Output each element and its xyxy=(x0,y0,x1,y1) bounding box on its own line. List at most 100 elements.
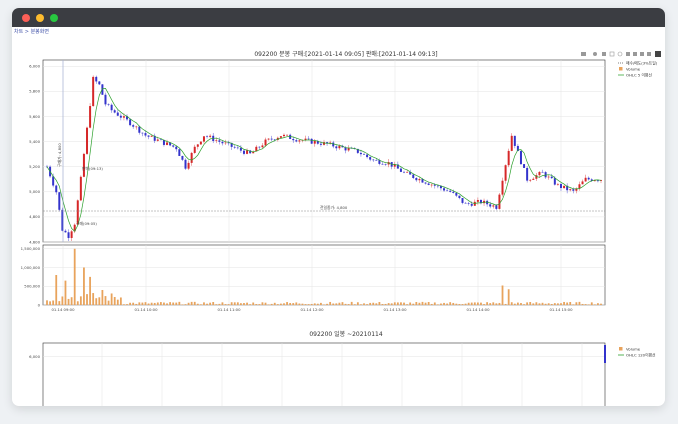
volume-bar[interactable] xyxy=(547,303,550,305)
volume-bar[interactable] xyxy=(107,300,110,305)
candle[interactable] xyxy=(110,104,113,111)
volume-panel[interactable] xyxy=(42,244,606,306)
volume-bar[interactable] xyxy=(243,303,245,305)
volume-bar[interactable] xyxy=(369,302,372,305)
volume-bar[interactable] xyxy=(273,302,276,305)
candle[interactable] xyxy=(175,146,178,150)
candle[interactable] xyxy=(556,184,559,185)
volume-bar[interactable] xyxy=(156,302,159,305)
breadcrumb[interactable]: 차트 > 분봉화면 xyxy=(14,29,49,35)
volume-bar[interactable] xyxy=(113,297,116,305)
volume-bar[interactable] xyxy=(280,303,282,305)
candle[interactable] xyxy=(430,184,433,186)
candle[interactable] xyxy=(578,184,581,189)
volume-bar[interactable] xyxy=(166,303,168,305)
candle[interactable] xyxy=(126,116,129,120)
candle[interactable] xyxy=(261,145,264,148)
candle[interactable] xyxy=(193,146,196,153)
volume-bar[interactable] xyxy=(310,303,313,305)
volume-bar[interactable] xyxy=(541,302,544,305)
volume-bar[interactable] xyxy=(418,302,421,305)
volume-bar[interactable] xyxy=(467,302,470,305)
candle[interactable] xyxy=(132,125,135,127)
candle[interactable] xyxy=(230,142,233,147)
volume-bar[interactable] xyxy=(480,302,482,305)
volume-bar[interactable] xyxy=(532,303,535,305)
candle[interactable] xyxy=(443,188,446,191)
candle[interactable] xyxy=(470,203,473,206)
candle[interactable] xyxy=(332,142,335,147)
volume-bar[interactable] xyxy=(58,301,61,305)
volume-bar[interactable] xyxy=(218,303,221,305)
candle[interactable] xyxy=(129,119,132,126)
candle[interactable] xyxy=(396,164,399,169)
volume-bar[interactable] xyxy=(449,302,452,305)
candle[interactable] xyxy=(166,142,169,145)
box-select-icon[interactable] xyxy=(609,51,615,57)
candle[interactable] xyxy=(535,175,538,179)
candle[interactable] xyxy=(504,165,507,181)
candle[interactable] xyxy=(279,136,282,138)
volume-bars[interactable] xyxy=(46,248,602,305)
volume-bar[interactable] xyxy=(412,303,415,305)
volume-bar[interactable] xyxy=(230,302,233,305)
volume-bar[interactable] xyxy=(92,293,95,305)
candle[interactable] xyxy=(153,135,156,141)
minimize-button[interactable] xyxy=(36,14,44,22)
volume-bar[interactable] xyxy=(455,303,458,305)
candle[interactable] xyxy=(369,157,372,160)
candle[interactable] xyxy=(221,141,224,144)
volume-bar[interactable] xyxy=(233,302,236,305)
volume-bar[interactable] xyxy=(138,302,141,305)
volume-bar[interactable] xyxy=(323,304,325,305)
volume-bar[interactable] xyxy=(557,303,559,305)
volume-bar[interactable] xyxy=(267,304,270,305)
candle[interactable] xyxy=(264,139,267,146)
volume-bar[interactable] xyxy=(544,303,547,305)
volume-bar[interactable] xyxy=(141,302,144,305)
candle[interactable] xyxy=(270,138,273,140)
candle[interactable] xyxy=(596,180,599,182)
volume-bar[interactable] xyxy=(119,297,122,305)
volume-bar[interactable] xyxy=(440,303,442,305)
candle[interactable] xyxy=(236,147,239,149)
candle[interactable] xyxy=(98,81,101,85)
candle[interactable] xyxy=(409,171,412,175)
candle[interactable] xyxy=(52,176,55,186)
candle[interactable] xyxy=(252,151,255,154)
volume-bar[interactable] xyxy=(76,301,79,305)
candle[interactable] xyxy=(64,230,67,233)
candle[interactable] xyxy=(526,167,529,181)
volume-bar[interactable] xyxy=(470,302,473,305)
volume-bar[interactable] xyxy=(387,303,390,305)
candle[interactable] xyxy=(486,200,489,205)
volume-bar[interactable] xyxy=(338,302,341,305)
candle[interactable] xyxy=(476,199,479,202)
volume-bar[interactable] xyxy=(375,303,378,305)
candle[interactable] xyxy=(559,184,562,189)
candle[interactable] xyxy=(541,171,544,173)
volume-bar[interactable] xyxy=(464,303,467,305)
candle[interactable] xyxy=(184,159,187,169)
candle[interactable] xyxy=(169,142,172,146)
volume-bar[interactable] xyxy=(409,302,412,305)
candle[interactable] xyxy=(584,177,587,182)
candle[interactable] xyxy=(600,180,602,181)
volume-bar[interactable] xyxy=(295,302,298,305)
volume-bar[interactable] xyxy=(461,304,464,305)
volume-bar[interactable] xyxy=(443,302,445,305)
volume-bar[interactable] xyxy=(184,304,187,305)
volume-bar[interactable] xyxy=(520,303,522,305)
volume-bar[interactable] xyxy=(356,302,359,305)
candle[interactable] xyxy=(572,189,575,191)
volume-bar[interactable] xyxy=(433,302,436,305)
candle[interactable] xyxy=(378,160,381,164)
candle[interactable] xyxy=(289,134,292,139)
close-button[interactable] xyxy=(22,14,30,22)
candle[interactable] xyxy=(393,164,396,167)
candle[interactable] xyxy=(418,179,421,181)
volume-bar[interactable] xyxy=(270,303,273,305)
candle[interactable] xyxy=(218,140,221,142)
volume-bar[interactable] xyxy=(341,302,344,305)
candle[interactable] xyxy=(587,177,590,180)
